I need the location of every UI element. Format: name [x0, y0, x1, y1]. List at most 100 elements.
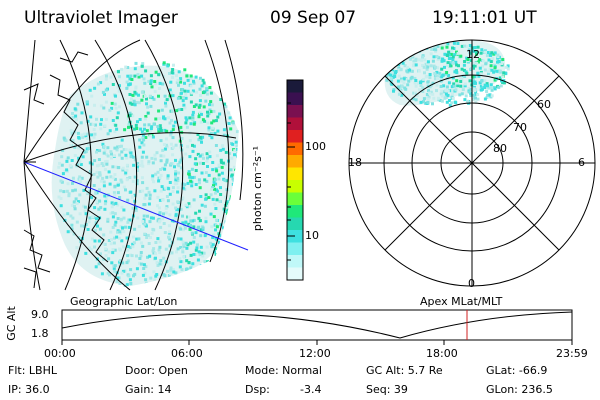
emission-pixel [414, 98, 418, 102]
emission-pixel [218, 112, 222, 116]
emission-pixel [218, 241, 221, 244]
emission-pixel [223, 102, 227, 106]
emission-pixel [57, 195, 61, 199]
emission-pixel [414, 84, 418, 88]
emission-pixel [122, 208, 126, 212]
emission-pixel [206, 156, 209, 160]
emission-pixel [104, 197, 108, 200]
emission-pixel [125, 163, 129, 167]
emission-pixel [408, 57, 412, 61]
emission-pixel [433, 45, 437, 49]
emission-pixel [117, 75, 121, 79]
emission-pixel [199, 267, 203, 271]
emission-pixel [109, 150, 113, 154]
emission-pixel [381, 68, 385, 71]
emission-pixel [187, 261, 191, 265]
emission-pixel [134, 206, 138, 210]
emission-pixel [135, 254, 138, 258]
emission-pixel [129, 282, 133, 285]
emission-pixel [229, 127, 233, 131]
emission-pixel [198, 135, 202, 139]
emission-pixel [159, 189, 163, 193]
emission-pixel [113, 269, 117, 273]
emission-pixel [115, 116, 119, 120]
emission-pixel [446, 89, 450, 93]
emission-pixel [154, 172, 158, 176]
emission-pixel [128, 101, 132, 105]
emission-pixel [215, 198, 219, 202]
emission-pixel [481, 64, 484, 68]
emission-pixel [227, 222, 231, 226]
emission-pixel [93, 132, 97, 136]
emission-pixel [196, 226, 200, 230]
emission-pixel [211, 186, 215, 189]
emission-pixel [77, 135, 81, 139]
emission-pixel [393, 54, 397, 58]
emission-pixel [141, 181, 145, 185]
emission-pixel [118, 259, 122, 263]
emission-pixel [189, 76, 193, 80]
emission-pixel [403, 54, 407, 58]
emission-pixel [135, 237, 139, 241]
emission-pixel [106, 146, 110, 150]
emission-pixel [444, 72, 448, 76]
emission-pixel [66, 230, 70, 234]
emission-pixel [144, 136, 148, 139]
polar-emission-area [380, 40, 510, 107]
emission-pixel [104, 152, 108, 156]
emission-pixel [479, 84, 483, 88]
emission-pixel [139, 241, 143, 245]
emission-pixel [191, 149, 195, 153]
emission-pixel [157, 94, 160, 98]
emission-pixel [86, 192, 90, 196]
emission-pixel [182, 255, 186, 259]
emission-pixel [171, 136, 175, 140]
colorbar-band [287, 142, 303, 156]
emission-pixel [127, 274, 131, 278]
emission-pixel [463, 82, 467, 86]
emission-pixel [474, 96, 477, 100]
emission-pixel [483, 86, 487, 89]
emission-pixel [450, 49, 454, 53]
emission-pixel [450, 101, 454, 105]
emission-pixel [187, 172, 191, 176]
emission-pixel [233, 185, 237, 188]
emission-pixel [215, 169, 219, 173]
emission-pixel [427, 95, 431, 99]
emission-pixel [103, 124, 107, 128]
emission-pixel [184, 92, 188, 96]
emission-pixel [170, 109, 174, 113]
emission-pixel [479, 72, 483, 76]
emission-pixel [190, 184, 194, 188]
emission-pixel [150, 96, 154, 100]
emission-pixel [214, 144, 218, 147]
emission-pixel [175, 81, 179, 85]
emission-pixel [131, 242, 135, 246]
emission-pixel [95, 200, 99, 204]
emission-pixel [164, 206, 168, 210]
emission-pixel [383, 65, 387, 69]
emission-pixel [149, 80, 153, 84]
emission-pixel [74, 114, 78, 118]
emission-pixel [97, 158, 101, 161]
emission-pixel [139, 127, 143, 131]
emission-pixel [446, 64, 450, 67]
colorbar-band [287, 130, 303, 143]
emission-pixel [111, 248, 115, 251]
emission-pixel [219, 223, 223, 227]
emission-pixel [181, 250, 185, 254]
emission-pixel [439, 85, 443, 88]
emission-pixel [223, 178, 227, 182]
emission-pixel [182, 103, 186, 107]
emission-pixel [164, 101, 167, 105]
emission-pixel [430, 47, 434, 51]
emission-pixel [153, 153, 157, 157]
emission-pixel [83, 150, 87, 154]
emission-pixel [134, 61, 138, 65]
emission-pixel [105, 74, 108, 78]
emission-pixel [130, 78, 134, 81]
emission-pixel [168, 237, 172, 241]
emission-pixel [143, 117, 147, 121]
emission-pixel [463, 44, 467, 48]
emission-pixel [466, 58, 470, 61]
